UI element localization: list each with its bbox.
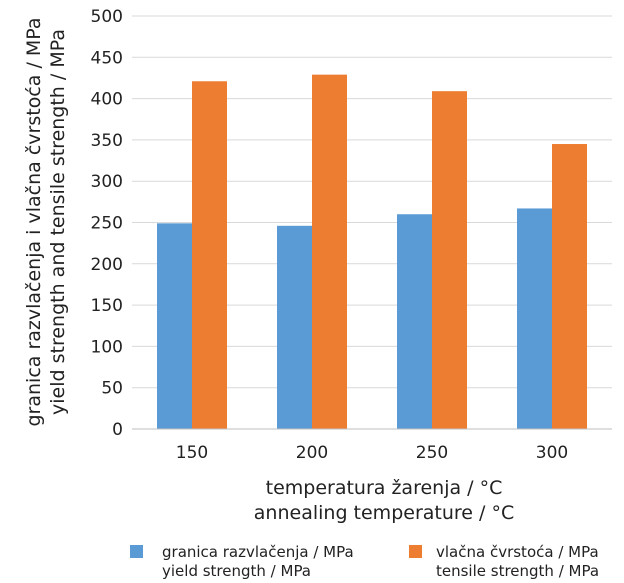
bar-yield-250 xyxy=(397,214,432,429)
x-tick-labels: 150 200 250 300 xyxy=(176,443,568,463)
legend-label-yield-en: yield strength / MPa xyxy=(162,562,311,580)
legend-label-tensile-en: tensile strength / MPa xyxy=(436,562,599,580)
y-tick-label: 50 xyxy=(101,379,123,399)
y-tick-label: 450 xyxy=(91,48,123,68)
bar-tensile-300 xyxy=(552,144,587,429)
y-tick-label: 0 xyxy=(112,420,123,440)
y-tick-label: 250 xyxy=(91,214,123,234)
legend: granica razvlačenja / MPa yield strength… xyxy=(130,543,599,580)
y-axis-title: granica razvlačenja i vlačna čvrstoća / … xyxy=(23,17,69,426)
y-tick-label: 100 xyxy=(91,337,123,357)
y-axis-title-line2: yield strength and tensile strength / MP… xyxy=(47,29,69,415)
legend-swatch-yield xyxy=(130,545,143,558)
bar-yield-200 xyxy=(277,225,312,429)
y-tick-label: 350 xyxy=(91,131,123,151)
legend-label-yield-hr: granica razvlačenja / MPa xyxy=(162,543,354,561)
x-tick-label: 250 xyxy=(416,443,448,463)
x-tick-label: 300 xyxy=(536,443,568,463)
y-tick-label: 200 xyxy=(91,255,123,275)
bar-yield-150 xyxy=(157,223,192,429)
bar-tensile-200 xyxy=(312,74,347,430)
y-axis-title-line1: granica razvlačenja i vlačna čvrstoća / … xyxy=(23,17,45,426)
legend-swatch-tensile xyxy=(409,545,422,558)
x-tick-label: 150 xyxy=(176,443,208,463)
x-axis-title-line2: annealing temperature / °C xyxy=(254,502,514,524)
y-tick-label: 500 xyxy=(91,7,123,27)
legend-label-tensile-hr: vlačna čvrstoća / MPa xyxy=(436,543,599,561)
y-tick-label: 400 xyxy=(91,90,123,110)
bar-yield-300 xyxy=(517,208,552,429)
y-tick-label: 300 xyxy=(91,172,123,192)
x-axis-title-line1: temperatura žarenja / °C xyxy=(266,477,503,499)
x-tick-label: 200 xyxy=(296,443,328,463)
bar-tensile-150 xyxy=(192,81,227,429)
y-tick-labels: 0 50 100 150 200 250 300 350 400 450 500 xyxy=(91,7,123,440)
bar-tensile-250 xyxy=(432,91,467,429)
bars xyxy=(157,74,587,430)
y-tick-label: 150 xyxy=(91,296,123,316)
